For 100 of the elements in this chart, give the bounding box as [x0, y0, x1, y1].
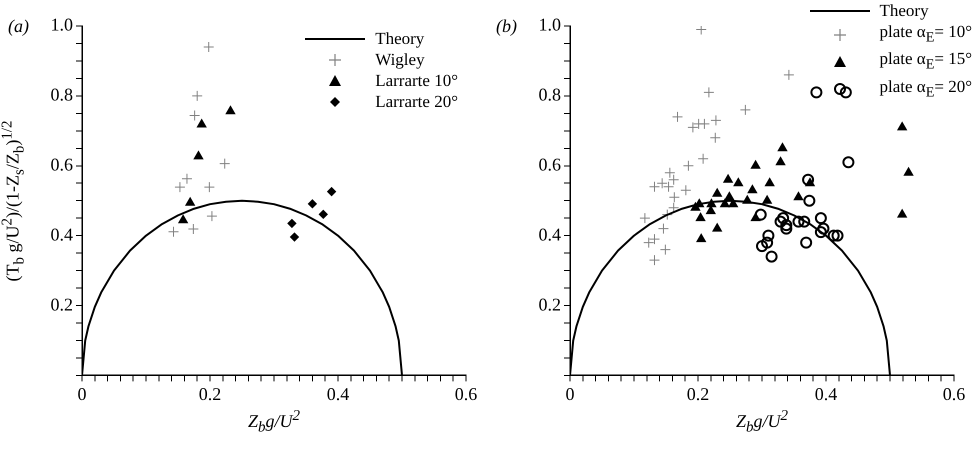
point [710, 114, 722, 126]
point [696, 26, 707, 35]
point [798, 216, 810, 228]
point [287, 218, 296, 228]
point [696, 234, 706, 242]
x-tick-label: 0 [78, 384, 86, 404]
point [794, 192, 804, 200]
point [842, 156, 854, 168]
x-tick-label: 0 [566, 384, 574, 404]
y-tick-label: 0.4 [50, 224, 73, 244]
y-tick-label: 0.8 [538, 84, 561, 105]
point [710, 132, 721, 144]
point [698, 118, 710, 130]
point [777, 212, 790, 224]
y-tick-label: 1.0 [538, 14, 561, 35]
point [178, 214, 188, 224]
point [817, 222, 830, 235]
point [810, 86, 822, 98]
legend-label: Larrarte 10° [375, 70, 458, 91]
legend-label: plate α$_{E}$= 15° [880, 48, 972, 75]
point [762, 230, 774, 242]
point [648, 181, 660, 192]
point [805, 178, 815, 186]
point [327, 187, 336, 196]
point [832, 230, 844, 242]
point [761, 236, 774, 249]
y-tick-label: 0.6 [50, 154, 73, 174]
point [174, 182, 186, 193]
y-tick-label: 0.2 [538, 294, 561, 314]
x-tick-label: 0.6 [454, 384, 478, 404]
point [680, 184, 692, 196]
point [687, 122, 698, 133]
point [662, 209, 673, 220]
point [318, 210, 328, 219]
point [696, 212, 706, 222]
point [756, 240, 768, 252]
point [803, 194, 816, 207]
point [698, 153, 709, 164]
point [800, 236, 812, 249]
point [802, 174, 814, 186]
point [189, 110, 200, 121]
text: (a) [8, 16, 29, 37]
point [712, 188, 722, 197]
x-axis-title: Z$_{b}$g/U$^{2}$ [736, 408, 788, 437]
legend-label: Wigley [375, 49, 425, 70]
text: (b) [496, 16, 517, 37]
point [780, 222, 792, 235]
point [764, 178, 775, 186]
point [754, 208, 767, 221]
legend-label: Theory [880, 0, 929, 21]
legend-label: plate α$_{E}$= 20° [880, 76, 972, 102]
point [290, 232, 299, 242]
point [828, 230, 840, 242]
point [648, 234, 660, 245]
point [733, 178, 744, 186]
x-tick-label: 0.2 [198, 384, 222, 404]
point [723, 174, 733, 183]
point [750, 212, 760, 222]
point [814, 226, 827, 238]
point [204, 182, 215, 193]
point [308, 199, 317, 208]
x-tick-label: 0.4 [814, 384, 838, 404]
point [814, 212, 827, 224]
point [682, 160, 694, 172]
y-tick-label: 0.2 [50, 294, 73, 314]
y-tick-label: 0.4 [538, 224, 561, 244]
point [181, 173, 192, 184]
point [712, 223, 722, 232]
point [792, 216, 804, 228]
point [750, 160, 760, 169]
point [776, 156, 786, 166]
y-tick-label: 1.0 [50, 14, 73, 35]
point [168, 226, 180, 238]
point [188, 224, 199, 234]
point [196, 119, 207, 128]
point [639, 212, 650, 224]
point [748, 184, 758, 194]
point [766, 250, 778, 263]
point [226, 106, 236, 114]
point [668, 192, 680, 203]
point [904, 167, 914, 176]
point [762, 195, 772, 204]
point [783, 69, 794, 80]
point [192, 90, 203, 102]
point [194, 150, 204, 160]
point [706, 206, 716, 214]
point [774, 216, 787, 228]
point [703, 86, 714, 98]
point [897, 122, 907, 130]
x-tick-label: 0.4 [326, 384, 350, 404]
y-tick-label: 0.6 [538, 154, 561, 174]
x-tick-label: 0.6 [942, 384, 966, 404]
point [897, 209, 907, 218]
x-axis-title: Z$_{b}$g/U$^{2}$ [248, 408, 300, 437]
point [658, 223, 669, 234]
point [740, 104, 751, 116]
point [185, 197, 195, 206]
legend-label: plate α$_{E}$= 10° [880, 21, 972, 48]
x-tick-label: 0.2 [686, 384, 710, 404]
point [780, 219, 792, 232]
